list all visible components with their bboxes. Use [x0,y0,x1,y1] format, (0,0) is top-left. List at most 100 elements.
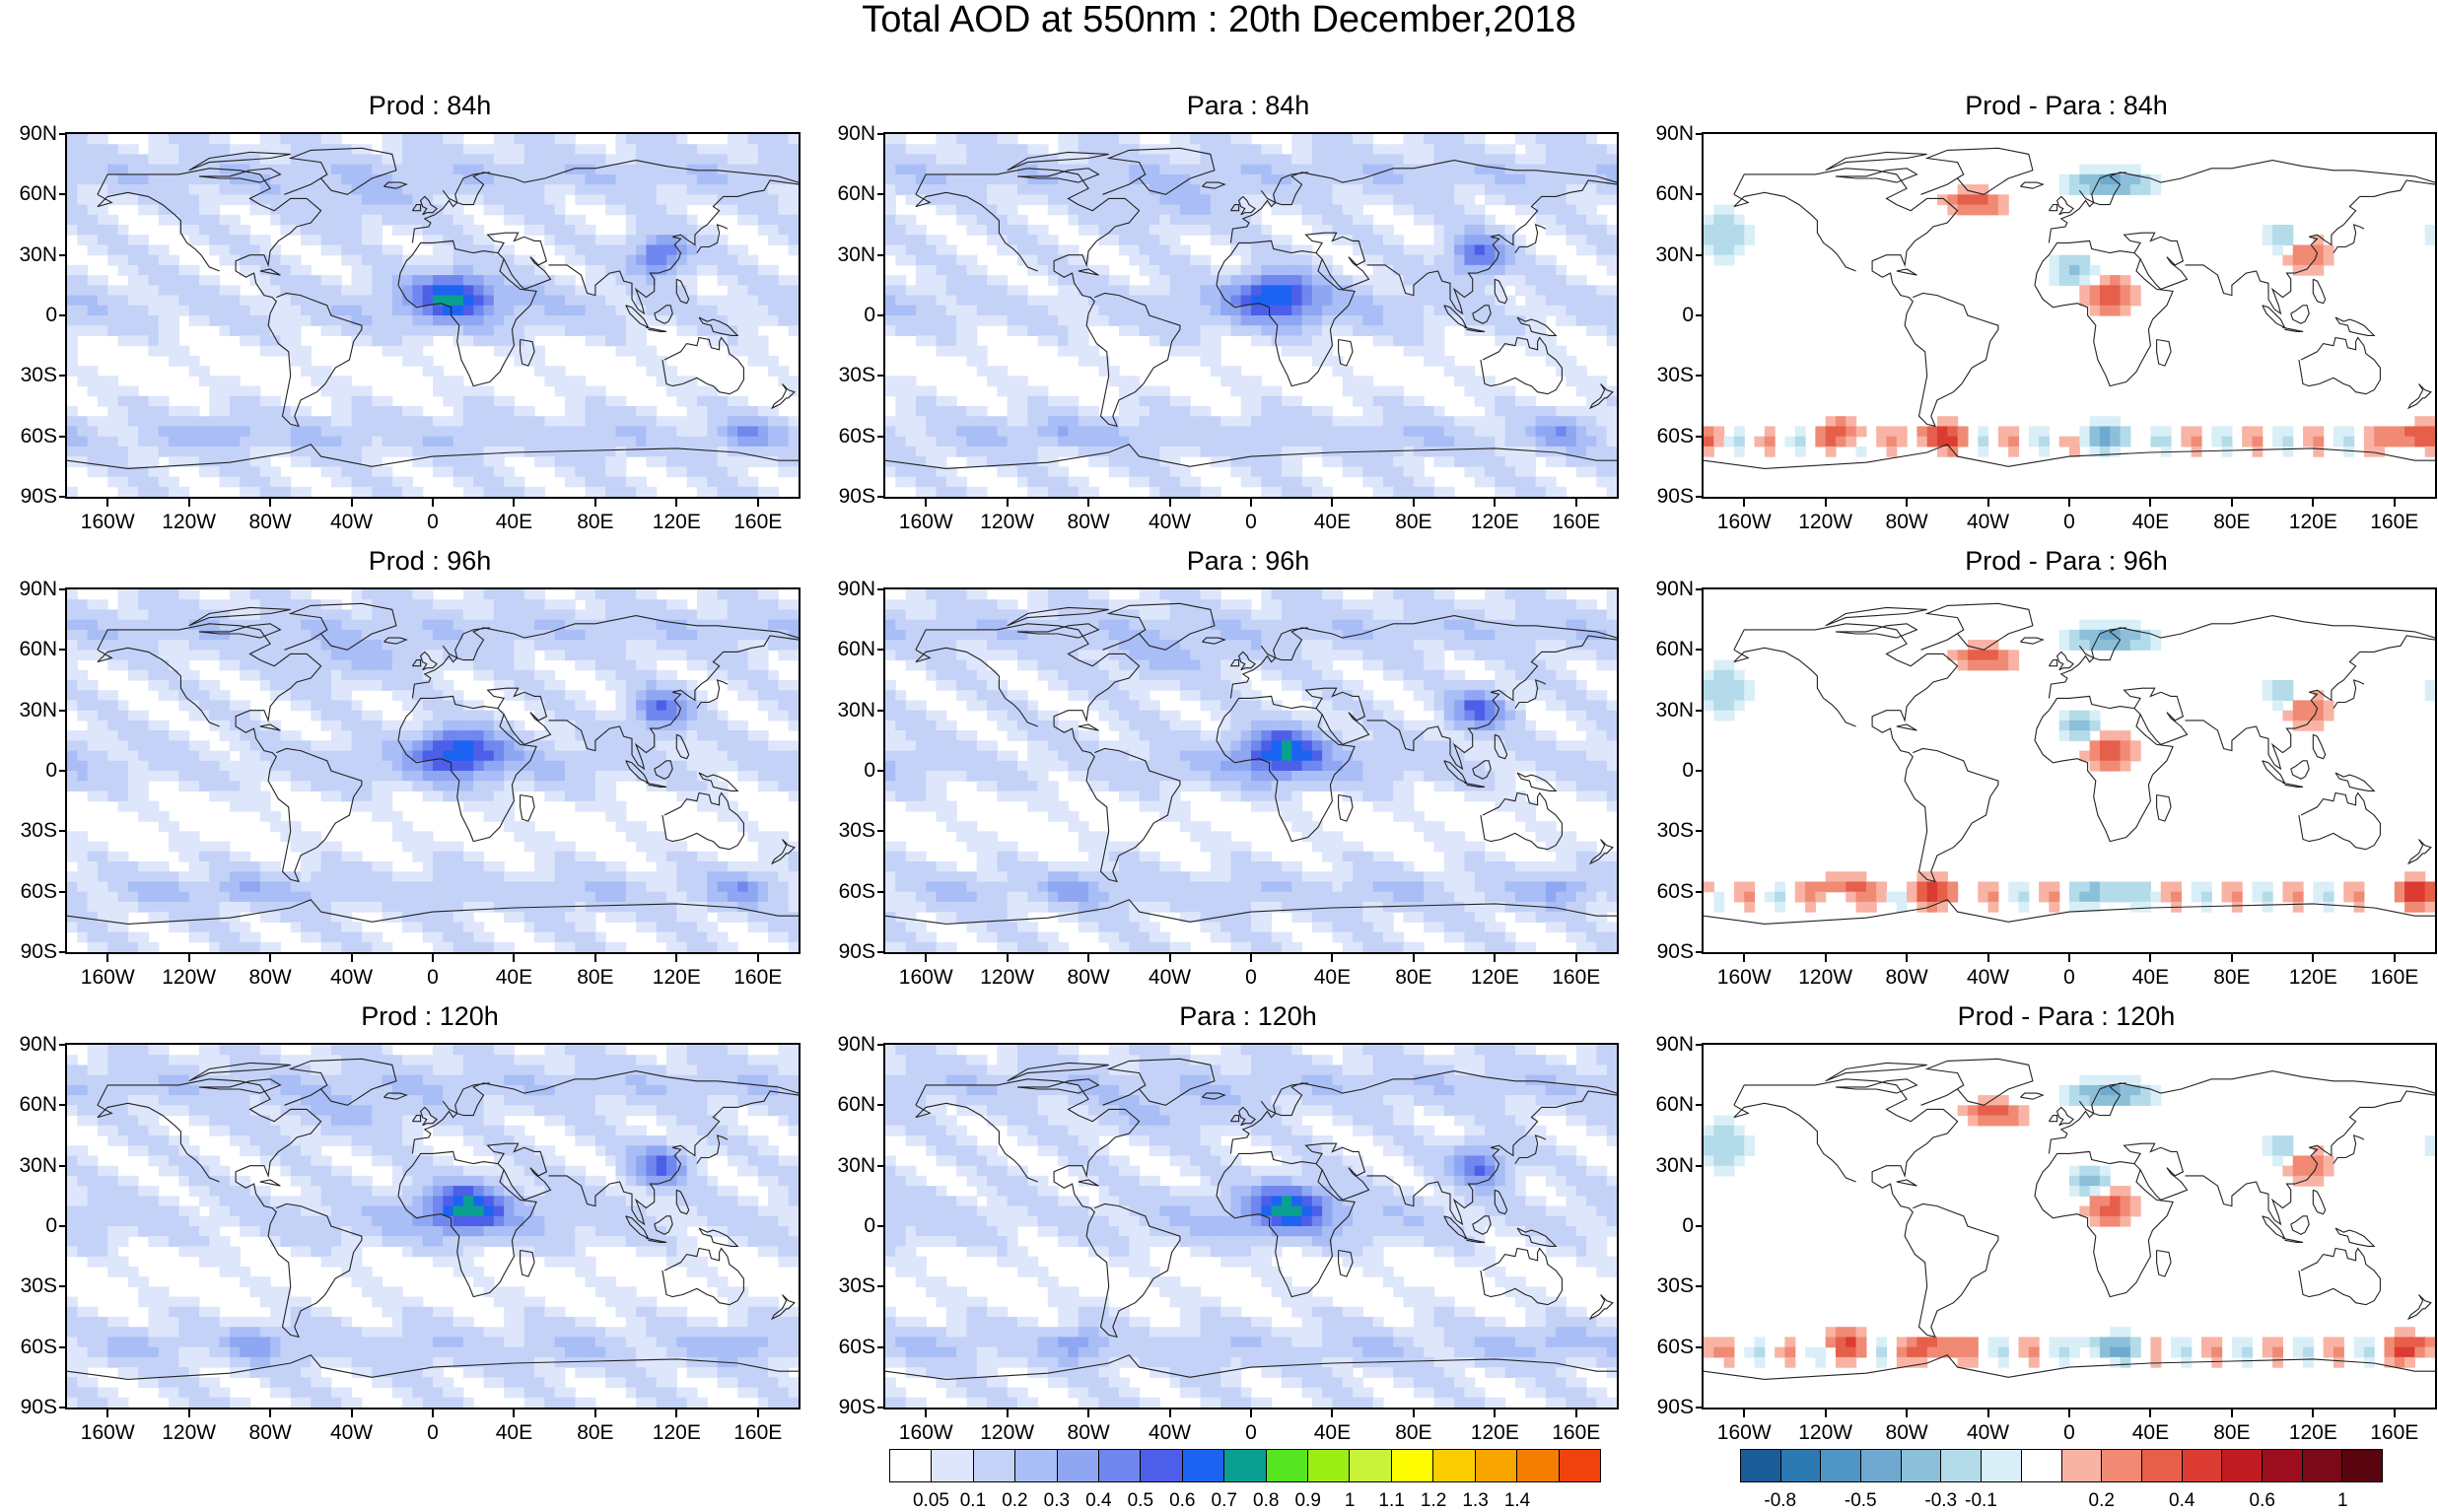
field-cell [311,620,321,631]
field-cell [1251,466,1262,477]
field-cell [1454,235,1465,245]
field-cell [1008,315,1018,326]
field-cell [1302,144,1313,155]
field-cell [789,205,799,216]
field-cell [1180,285,1191,296]
field-cell [1332,225,1343,236]
field-cell [636,630,647,641]
field-cell [544,640,555,651]
field-cell [463,184,474,195]
field-cell [718,174,729,185]
field-cell [1353,144,1363,155]
field-cell [1713,225,1724,236]
field-cell [169,134,179,145]
field-cell [280,144,291,155]
field-cell [118,154,129,165]
field-cell [524,315,535,326]
field-cell [575,620,586,631]
field-cell [98,306,108,316]
field-cell [230,184,241,195]
field-cell [148,346,159,357]
field-cell [240,396,250,407]
longitude-tick-label: 120E [1455,511,1534,534]
field-cell [1211,296,1221,307]
field-cell [2324,255,2334,266]
field-cell [977,174,988,185]
field-cell [697,456,708,467]
field-cell [1211,335,1221,346]
field-cell [463,416,474,427]
field-cell [1159,466,1170,477]
field-cell [977,285,988,296]
field-cell [128,630,139,641]
field-cell [916,235,927,245]
field-cell [789,184,799,195]
field-cell [1444,265,1455,276]
field-cell [1149,225,1160,236]
field-cell [977,315,988,326]
field-cell [1434,255,1445,266]
field-cell [1098,215,1109,226]
field-cell [2079,255,2090,266]
field-cell [707,335,718,346]
field-cell [301,174,312,185]
field-cell [98,154,108,165]
field-cell [138,437,149,447]
field-cell [616,589,627,600]
field-cell [916,406,927,417]
field-cell [514,215,524,226]
field-cell [1272,285,1283,296]
field-cell [1159,477,1170,488]
field-cell [1159,416,1170,427]
field-cell [189,356,200,367]
field-cell [1393,315,1404,326]
field-cell [230,296,241,307]
field-cell [1607,144,1617,155]
field-cell [1220,437,1231,447]
field-cell [718,275,729,286]
field-cell [937,165,947,175]
field-cell [646,437,657,447]
field-cell [626,447,637,457]
field-cell [1362,456,1373,467]
field-cell [1505,265,1516,276]
field-cell [1424,255,1434,266]
field-cell [718,255,729,266]
field-cell [301,134,312,145]
latitude-tick [1696,193,1704,195]
field-cell [657,416,667,427]
field-cell [331,154,342,165]
field-cell [433,174,444,185]
field-cell [1546,487,1557,497]
field-cell [646,134,657,145]
field-cell [1556,134,1567,145]
field-cell [1485,426,1496,437]
field-cell [382,660,392,671]
field-cell [616,650,627,660]
field-cell [737,487,748,497]
field-cell [616,244,627,255]
field-cell [260,650,271,660]
field-cell [1434,416,1445,427]
map-canvas [67,589,799,952]
field-cell [2090,285,2101,296]
field-cell [1058,426,1069,437]
field-cell [728,660,738,671]
field-cell [250,235,261,245]
field-cell [555,134,566,145]
field-cell [885,174,896,185]
field-cell [1261,437,1272,447]
field-cell [595,620,606,631]
field-cell [605,416,616,427]
field-cell [728,437,738,447]
field-cell [586,386,596,397]
field-cell [423,174,434,185]
field-cell [1475,426,1486,437]
field-cell [1343,184,1354,195]
field-cell [707,620,718,631]
field-cell [1170,275,1181,286]
field-cell [1546,144,1557,155]
field-cell [514,184,524,195]
field-cell [433,437,444,447]
field-cell [463,244,474,255]
